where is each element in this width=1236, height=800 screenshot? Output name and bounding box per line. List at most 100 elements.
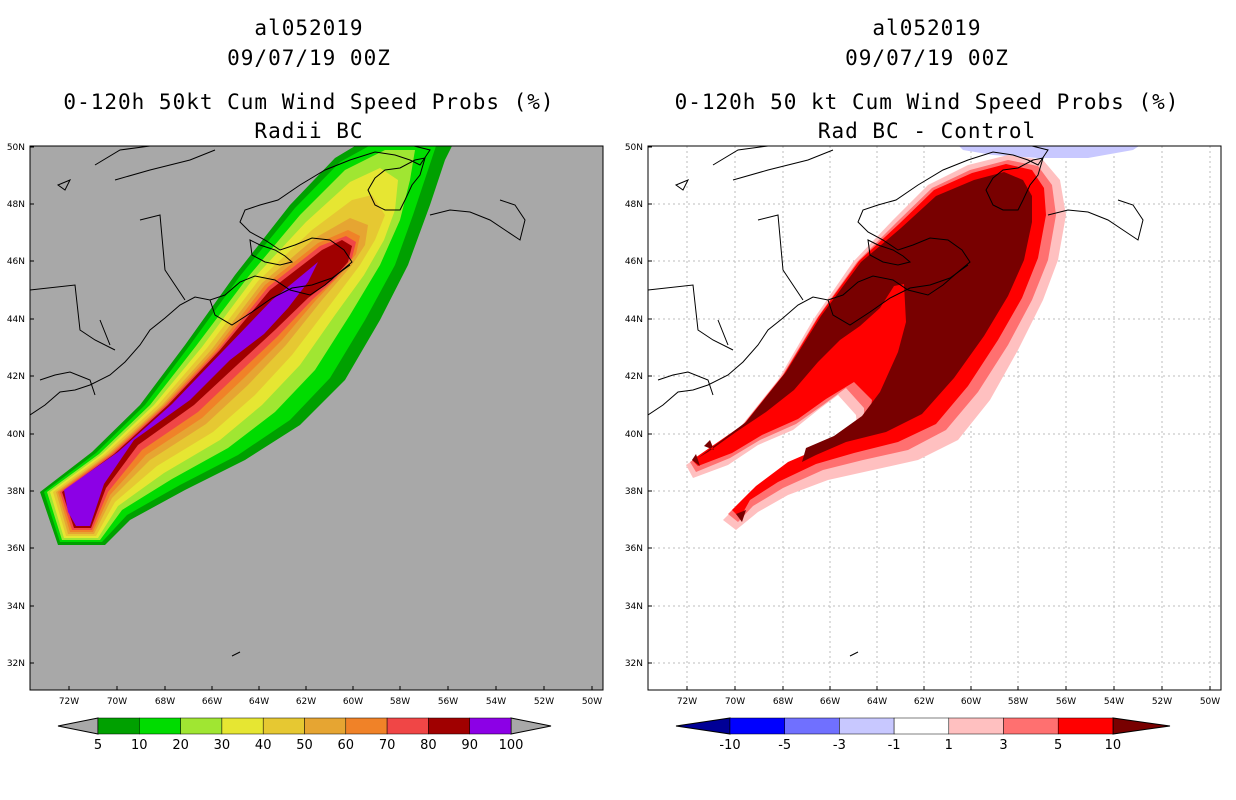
lon-tick-label: 50W bbox=[1200, 697, 1220, 707]
contour-10 bbox=[692, 172, 1032, 522]
colorbar-overflow-arrow bbox=[510, 717, 552, 735]
lat-tick-label: 50N bbox=[625, 143, 643, 153]
lat-tick-label: 46N bbox=[625, 257, 643, 267]
lon-tick-label: 60W bbox=[343, 697, 363, 707]
colorbar-label: 30 bbox=[214, 738, 231, 753]
lon-tick-label: 66W bbox=[820, 697, 840, 707]
product-subtitle: Radii BC bbox=[254, 119, 364, 143]
colorbar-label: 10 bbox=[131, 738, 148, 753]
colorbar-rad-bc-minus-control: -10 -5 -3 -1 1 3 5 10 bbox=[675, 717, 1171, 753]
contour-negative-1 bbox=[959, 146, 1139, 158]
lon-tick-label: 56W bbox=[1056, 697, 1076, 707]
colorbar-label: 70 bbox=[379, 738, 396, 753]
datetime-title: 09/07/19 00Z bbox=[845, 46, 1009, 70]
colorbar-label: 10 bbox=[1105, 738, 1122, 753]
colorbar-swatch bbox=[469, 717, 512, 735]
lon-tick-label: 66W bbox=[202, 697, 222, 707]
colorbar-label: 60 bbox=[338, 738, 355, 753]
difference-map: 50N 48N 46N 44N 42N 40N 38N 36N 34N 32N 72W 70W 68W 6… bbox=[625, 143, 1222, 753]
lon-tick-label: 68W bbox=[773, 697, 793, 707]
colorbar-label: -1 bbox=[888, 738, 901, 753]
colorbar-label: 5 bbox=[1054, 738, 1062, 753]
map-axes: 50N 48N 46N 44N 42N 40N 38N 36N 34N 32N 72W 70W 68W 6… bbox=[7, 143, 602, 707]
lat-tick-label: 34N bbox=[7, 602, 25, 612]
colorbar-swatch bbox=[262, 717, 305, 735]
coastlines bbox=[648, 146, 1144, 657]
panel-rad-bc-minus-control: al052019 09/07/19 00Z 0-120h 50 kt Cum W… bbox=[618, 0, 1236, 800]
colorbar-swatch bbox=[97, 717, 140, 735]
lon-tick-label: 52W bbox=[1152, 697, 1172, 707]
colorbar-label: 90 bbox=[461, 738, 478, 753]
product-title: 0-120h 50kt Cum Wind Speed Probs (%) bbox=[63, 90, 555, 114]
lon-tick-label: 62W bbox=[914, 697, 934, 707]
lon-tick-label: 50W bbox=[582, 697, 602, 707]
colorbar-overflow-arrow bbox=[1112, 717, 1171, 735]
colorbar-label: 100 bbox=[499, 738, 524, 753]
colorbar-swatch bbox=[139, 717, 181, 735]
colorbar-swatch bbox=[893, 717, 950, 735]
storm-id-title: al052019 bbox=[872, 16, 982, 40]
colorbar-label: 50 bbox=[296, 738, 313, 753]
contour-90 bbox=[64, 262, 318, 526]
lat-tick-label: 32N bbox=[625, 659, 643, 669]
lon-tick-label: 54W bbox=[1104, 697, 1124, 707]
colorbar-label: -3 bbox=[833, 738, 846, 753]
probability-contours bbox=[40, 146, 452, 545]
colorbar-swatch bbox=[180, 717, 223, 735]
colorbar-underflow-arrow bbox=[675, 717, 731, 735]
colorbar-label: 80 bbox=[420, 738, 437, 753]
lat-tick-label: 42N bbox=[625, 372, 643, 382]
colorbar-label: 5 bbox=[94, 738, 102, 753]
lat-tick-label: 38N bbox=[7, 487, 25, 497]
lat-tick-label: 38N bbox=[625, 487, 643, 497]
colorbar-swatch bbox=[839, 717, 895, 735]
colorbar-label: -10 bbox=[719, 738, 740, 753]
lat-tick-label: 50N bbox=[7, 143, 25, 153]
colorbar-swatch bbox=[1057, 717, 1114, 735]
storm-id-title: al052019 bbox=[254, 16, 364, 40]
coastlines bbox=[30, 146, 526, 657]
lat-tick-label: 48N bbox=[625, 200, 643, 210]
colorbar-underflow-arrow bbox=[57, 717, 99, 735]
lat-tick-label: 40N bbox=[7, 430, 25, 440]
map-axes: 50N 48N 46N 44N 42N 40N 38N 36N 34N 32N 72W 70W 68W 6… bbox=[625, 143, 1220, 707]
colorbar-label: 40 bbox=[255, 738, 272, 753]
map-frame bbox=[29, 145, 604, 691]
lon-tick-label: 54W bbox=[486, 697, 506, 707]
lat-tick-label: 34N bbox=[625, 602, 643, 612]
lat-tick-label: 44N bbox=[625, 315, 643, 325]
colorbar-label: 3 bbox=[999, 738, 1007, 753]
colorbar-swatch bbox=[784, 717, 840, 735]
lon-tick-label: 62W bbox=[296, 697, 316, 707]
colorbar-swatch bbox=[221, 717, 264, 735]
colorbar-swatch bbox=[1003, 717, 1059, 735]
colorbar-label: -5 bbox=[778, 738, 791, 753]
colorbar-radii-bc: 5 10 20 30 40 50 60 70 80 90 100 bbox=[57, 717, 552, 753]
lon-tick-label: 52W bbox=[534, 697, 554, 707]
lon-tick-label: 70W bbox=[725, 697, 745, 707]
lon-tick-label: 64W bbox=[249, 697, 269, 707]
lon-tick-label: 58W bbox=[1008, 697, 1028, 707]
colorbar-label: 1 bbox=[945, 738, 953, 753]
panel-radii-bc: al052019 09/07/19 00Z 0-120h 50kt Cum Wi… bbox=[7, 16, 604, 753]
lon-tick-label: 72W bbox=[59, 697, 79, 707]
product-subtitle: Rad BC - Control bbox=[817, 119, 1037, 143]
lat-tick-label: 36N bbox=[7, 544, 25, 554]
difference-contours bbox=[686, 146, 1139, 530]
product-title: 0-120h 50 kt Cum Wind Speed Probs (%) bbox=[674, 90, 1180, 114]
lon-tick-label: 58W bbox=[390, 697, 410, 707]
lat-tick-label: 36N bbox=[625, 544, 643, 554]
lon-tick-label: 64W bbox=[867, 697, 887, 707]
lon-tick-label: 56W bbox=[438, 697, 458, 707]
colorbar-swatch bbox=[304, 717, 347, 735]
probability-map: 50N 48N 46N 44N 42N 40N 38N 36N 34N 32N 72W 70W 68W 6… bbox=[7, 143, 604, 753]
lat-tick-label: 46N bbox=[7, 257, 25, 267]
colorbar-swatch bbox=[345, 717, 388, 735]
lon-tick-label: 60W bbox=[961, 697, 981, 707]
lat-tick-label: 44N bbox=[7, 315, 25, 325]
colorbar-swatch bbox=[386, 717, 429, 735]
colorbar-label: 20 bbox=[172, 738, 189, 753]
lat-tick-label: 40N bbox=[625, 430, 643, 440]
lat-tick-label: 48N bbox=[7, 200, 25, 210]
lat-tick-label: 42N bbox=[7, 372, 25, 382]
